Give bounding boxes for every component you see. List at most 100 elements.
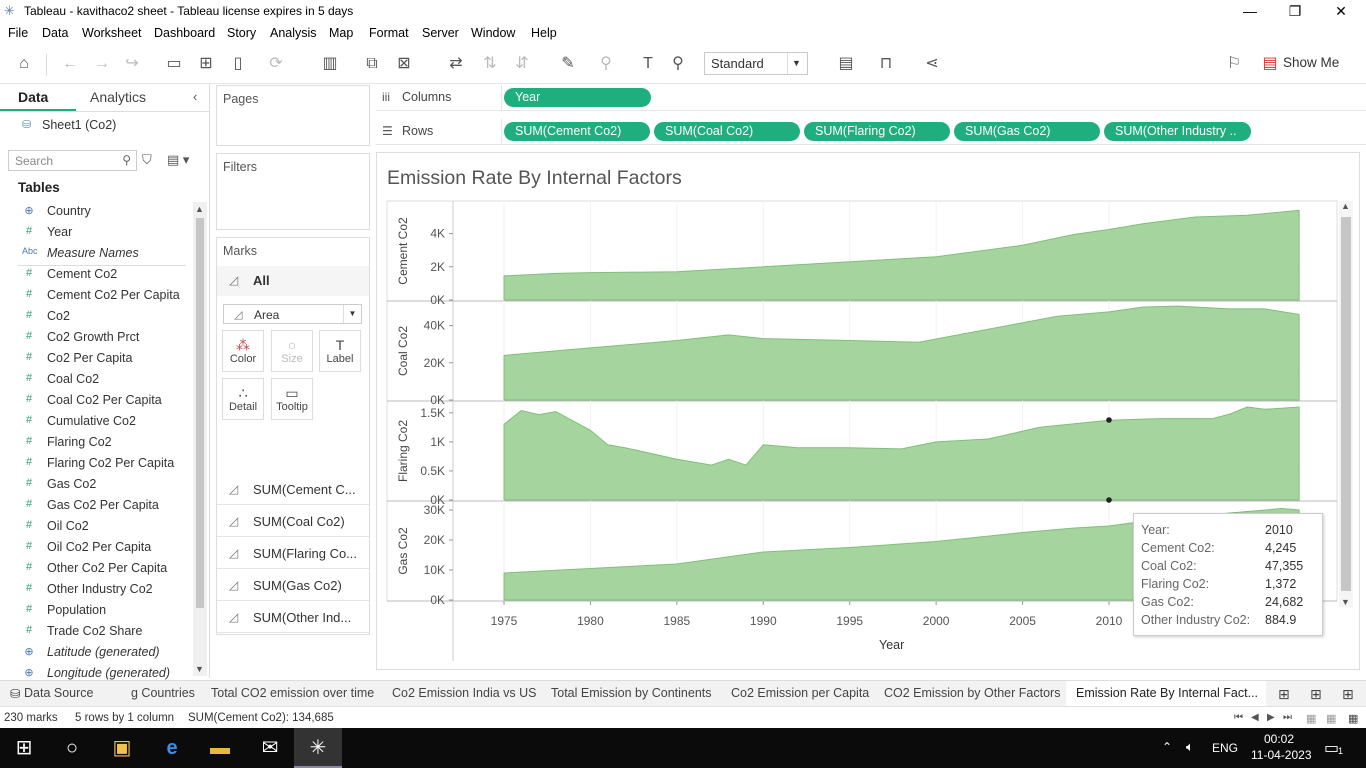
field-item[interactable]: # Year — [0, 222, 190, 243]
size-button[interactable]: ○ Size — [271, 330, 313, 372]
replay-icon[interactable]: ↪ — [125, 55, 139, 72]
undo-icon[interactable]: ← — [62, 55, 78, 72]
tableau-taskbar-icon[interactable]: ✳ — [294, 728, 342, 768]
refresh-icon[interactable]: ⟳ — [269, 55, 283, 72]
save-icon[interactable]: ▭ — [166, 55, 182, 72]
rows-pill-coal[interactable]: SUM(Coal Co2) — [654, 122, 800, 141]
rows-shelf[interactable]: ☰ Rows — [376, 119, 1366, 145]
mail-icon[interactable]: ✉ — [261, 737, 279, 759]
pause-updates-icon[interactable]: ▯ — [233, 55, 243, 72]
rows-pill-gas[interactable]: SUM(Gas Co2) — [954, 122, 1100, 141]
file-explorer-icon[interactable]: ▬ — [210, 737, 230, 759]
field-item[interactable]: # Trade Co2 Share — [0, 621, 190, 642]
language-indicator[interactable]: ENG — [1212, 741, 1239, 755]
tab-sheet-other-factors[interactable]: CO2 Emission by Other Factors — [884, 686, 1061, 700]
scroll-thumb[interactable] — [196, 218, 204, 608]
sorter-icon[interactable]: ▦ — [1326, 713, 1337, 725]
share-icon[interactable]: ⋖ — [925, 55, 939, 72]
marks-measure-row[interactable]: ◿ SUM(Flaring Co... — [217, 539, 369, 569]
store-icon[interactable]: ▣ — [112, 737, 132, 759]
label-button[interactable]: T Label — [319, 330, 361, 372]
new-datasource-icon[interactable]: ⊞ — [199, 55, 213, 72]
nav-first-icon[interactable]: ⏮ — [1234, 712, 1243, 723]
rows-pill-flaring[interactable]: SUM(Flaring Co2) — [804, 122, 950, 141]
columns-shelf[interactable]: iii Columns — [376, 85, 1366, 111]
marks-measure-row[interactable]: ◿ SUM(Other Ind... — [217, 603, 369, 633]
nav-last-icon[interactable]: ⏭ — [1283, 712, 1292, 723]
scroll-thumb[interactable] — [1341, 217, 1351, 591]
duplicate-icon[interactable]: ⧉ — [366, 55, 378, 72]
home-icon[interactable]: ⌂ — [19, 55, 29, 72]
scroll-up-icon[interactable]: ▲ — [195, 204, 204, 214]
color-button[interactable]: ⁂ Color — [222, 330, 264, 372]
windows-start-icon[interactable]: ⊞ — [15, 737, 33, 759]
menu-data[interactable]: Data — [42, 26, 69, 40]
field-item[interactable]: # Gas Co2 — [0, 474, 190, 495]
tab-sheet-per-capita[interactable]: Co2 Emission per Capita — [731, 686, 870, 700]
new-story-icon[interactable]: ⊞ — [1342, 686, 1354, 702]
tab-analytics[interactable]: Analytics — [90, 89, 147, 105]
mark-type-select[interactable]: ◿ Area ▼ — [223, 304, 362, 324]
field-item[interactable]: # Flaring Co2 Per Capita — [0, 453, 190, 474]
pin-icon[interactable]: ⚲ — [672, 55, 684, 72]
viz-scrollbar[interactable]: ▲ ▼ — [1339, 201, 1353, 607]
chevron-up-icon[interactable]: ⌃ — [1162, 740, 1173, 754]
search-circle-icon[interactable]: ○ — [65, 737, 79, 759]
highlight-icon[interactable]: ✎ — [561, 55, 575, 72]
swap-icon[interactable]: ⇄ — [449, 55, 463, 72]
tab-sheet-continents[interactable]: Total Emission by Continents — [551, 686, 712, 700]
area-series-coal-co2[interactable] — [503, 305, 1300, 401]
filmstrip-icon[interactable]: ▦ — [1306, 713, 1317, 725]
field-item[interactable]: # Cement Co2 — [0, 264, 190, 285]
detail-button[interactable]: ∴ Detail — [222, 378, 264, 420]
filters-card[interactable]: Filters — [216, 153, 370, 230]
scroll-up-icon[interactable]: ▲ — [1341, 201, 1350, 211]
field-item[interactable]: # Co2 Growth Prct — [0, 327, 190, 348]
clock-time[interactable]: 00:02 — [1264, 732, 1295, 746]
rows-pill-cement[interactable]: SUM(Cement Co2) — [504, 122, 650, 141]
menu-story[interactable]: Story — [227, 26, 257, 40]
notification-icon[interactable]: ▭ — [1324, 740, 1340, 757]
tab-sheet-internal-factors[interactable]: Emission Rate By Internal Fact... — [1066, 681, 1266, 707]
volume-icon[interactable]: 🔈︎ — [1186, 739, 1194, 754]
rows-pill-other-industry[interactable]: SUM(Other Industry .. — [1104, 122, 1251, 141]
marks-measure-row[interactable]: ◿ SUM(Gas Co2) — [217, 571, 369, 601]
field-item[interactable]: # Other Co2 Per Capita — [0, 558, 190, 579]
field-item[interactable]: # Population — [0, 600, 190, 621]
field-item[interactable]: ⊕ Country — [0, 201, 190, 222]
tooltip-button[interactable]: ▭ Tooltip — [271, 378, 313, 420]
menu-file[interactable]: File — [8, 26, 29, 40]
tab-data[interactable]: Data — [18, 89, 49, 105]
field-item[interactable]: # Other Industry Co2 — [0, 579, 190, 600]
tab-sheet-india-vs-us[interactable]: Co2 Emission India vs US — [392, 686, 537, 700]
marks-measure-row[interactable]: ◿ SUM(Coal Co2) — [217, 507, 369, 537]
pages-card[interactable]: Pages — [216, 85, 370, 146]
edge-icon[interactable]: e — [166, 737, 178, 759]
clock-date[interactable]: 11-04-2023 — [1251, 748, 1312, 762]
field-item[interactable]: ⊕ Longitude (generated) — [0, 663, 190, 684]
tab-sheet-total-co2[interactable]: Total CO2 emission over time — [211, 686, 375, 700]
area-series-flaring-co2[interactable] — [503, 406, 1300, 501]
field-item[interactable]: # Oil Co2 Per Capita — [0, 537, 190, 558]
show-cards-icon[interactable]: ▤ — [838, 55, 854, 72]
scroll-down-icon[interactable]: ▼ — [195, 664, 204, 674]
nav-prev-icon[interactable]: ◀ — [1251, 712, 1259, 723]
labels-icon[interactable]: T — [643, 55, 653, 72]
scrollbar[interactable]: ▲ ▼ — [193, 202, 207, 676]
new-dashboard-icon[interactable]: ⊞ — [1310, 686, 1322, 702]
tab-sheet-countries[interactable]: g Countries — [131, 686, 195, 700]
redo-icon[interactable]: → — [94, 55, 110, 72]
tabs-view-icon[interactable]: ▦ — [1348, 713, 1359, 725]
menu-worksheet[interactable]: Worksheet — [82, 26, 142, 40]
search-input[interactable]: Search ⚲ — [8, 150, 137, 171]
field-item[interactable]: # Coal Co2 Per Capita — [0, 390, 190, 411]
signpost-icon[interactable]: ⚐ — [1226, 55, 1242, 72]
marks-measure-row[interactable]: ◿ SUM(Cement C... — [217, 475, 369, 505]
menu-server[interactable]: Server — [422, 26, 459, 40]
area-series-cement-co2[interactable] — [503, 209, 1300, 301]
nav-next-icon[interactable]: ▶ — [1267, 712, 1275, 723]
presentation-icon[interactable]: ⊓ — [879, 55, 893, 72]
filter-icon[interactable]: ⛉ — [142, 152, 152, 167]
field-item[interactable]: # Gas Co2 Per Capita — [0, 495, 190, 516]
field-item[interactable]: # Co2 Per Capita — [0, 348, 190, 369]
